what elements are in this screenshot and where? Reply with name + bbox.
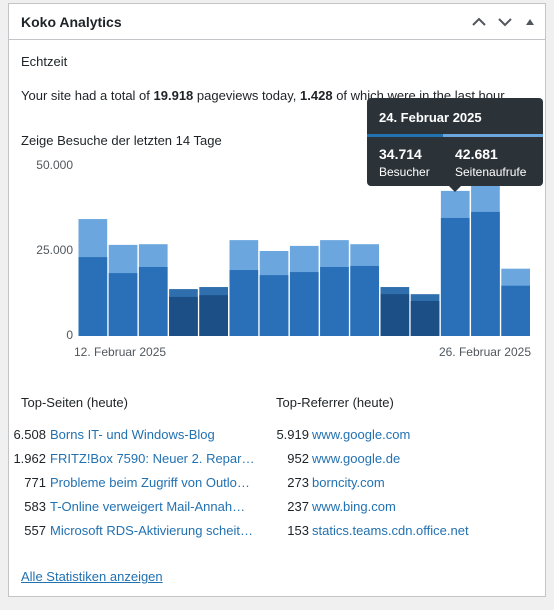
text: Your site had a total of: [21, 88, 150, 103]
row-link[interactable]: borncity.com: [312, 475, 385, 490]
row-link[interactable]: T-Online verweigert Mail-Annah…: [50, 499, 246, 514]
chart: 0 25.000 50.000 12. Februar 2025 26. Februar…: [36, 158, 531, 359]
bar: [501, 285, 530, 336]
y-tick-label: 25.000: [36, 243, 73, 257]
count: 6.508: [13, 427, 46, 442]
top-referrers-title: Top-Referrer (heute): [276, 395, 394, 410]
tooltip-date: 24. Februar 2025: [379, 110, 482, 125]
toggle[interactable]: [526, 19, 534, 25]
widget-header: Koko Analytics: [9, 4, 545, 40]
tooltip-label: Besucher: [379, 165, 430, 179]
count: 952: [287, 451, 309, 466]
bar: [471, 211, 500, 336]
tooltip-value: 34.714: [379, 146, 422, 162]
bar: [350, 265, 379, 336]
bar: [169, 296, 198, 336]
pageviews: 19.918: [153, 88, 194, 103]
count: 771: [24, 475, 46, 490]
top-pages-title: Top-Seiten (heute): [21, 395, 128, 410]
count: 557: [24, 523, 46, 538]
tooltip-value: 42.681: [455, 146, 498, 162]
row-link[interactable]: Borns IT- und Windows-Blog: [50, 427, 215, 442]
bar: [440, 217, 470, 336]
row-link[interactable]: Microsoft RDS-Aktivierung scheit…: [50, 523, 253, 538]
text: pageviews today,: [196, 88, 297, 103]
y-tick-label: 0: [66, 328, 73, 342]
bar: [138, 266, 168, 336]
tooltip: 24. Februar 2025 34.714 Besucher 42.681 …: [367, 98, 543, 192]
tooltip-arrow: [449, 186, 461, 192]
chart-heading: Zeige Besuche der letzten 14 Tage: [21, 133, 222, 148]
bar: [108, 273, 138, 336]
move-up[interactable]: [472, 17, 486, 26]
count: 1.962: [13, 451, 46, 466]
realtime-text: Your site had a total of 19.918 pageview…: [21, 88, 507, 103]
row-link[interactable]: statics.teams.cdn.office.net: [312, 523, 469, 538]
x-tick-label: 26. Februar 2025: [439, 345, 531, 359]
count: 583: [24, 499, 46, 514]
bar: [320, 266, 349, 336]
bar: [380, 294, 410, 336]
row-link[interactable]: Probleme beim Zugriff von Outlo…: [50, 475, 250, 490]
row-link[interactable]: FRITZ!Box 7590: Neuer 2. Repar…: [50, 451, 255, 466]
tooltip-bar: [367, 134, 443, 137]
all-stats-link[interactable]: Alle Statistiken anzeigen: [21, 569, 163, 584]
widget-controls[interactable]: [471, 13, 541, 31]
count: 237: [287, 499, 309, 514]
bar: [78, 257, 108, 336]
bar: [289, 272, 319, 336]
count: 153: [287, 523, 309, 538]
bar: [229, 270, 259, 336]
row-link[interactable]: www.google.de: [312, 451, 401, 466]
bar: [259, 275, 289, 336]
row-link[interactable]: www.bing.com: [312, 499, 396, 514]
bar: [410, 300, 440, 336]
widget-title: Koko Analytics: [21, 14, 122, 30]
last-hour: 1.428: [300, 88, 333, 103]
section-title: Echtzeit: [21, 54, 68, 69]
move-down[interactable]: [498, 18, 512, 27]
y-tick-label: 50.000: [36, 158, 73, 172]
bar: [199, 295, 228, 336]
tooltip-bar: [443, 134, 543, 137]
x-tick-label: 12. Februar 2025: [74, 345, 166, 359]
tooltip-label: Seitenaufrufe: [455, 165, 527, 179]
row-link[interactable]: www.google.com: [312, 427, 411, 442]
count: 273: [287, 475, 309, 490]
count: 5.919: [276, 427, 309, 442]
